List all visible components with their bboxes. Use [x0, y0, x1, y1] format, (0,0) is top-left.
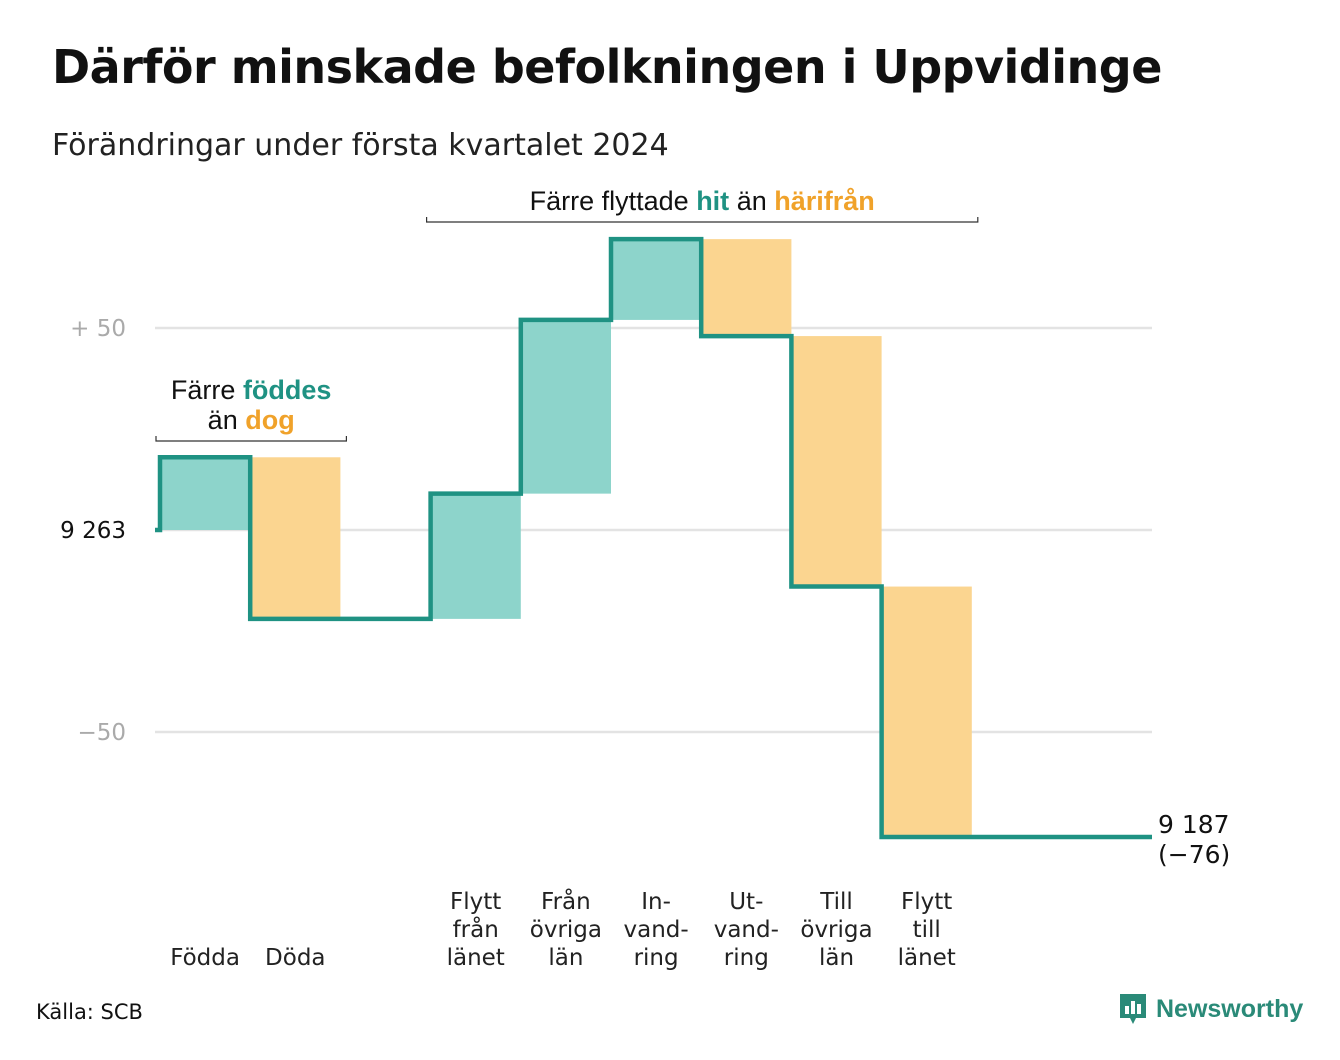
line-layer: [155, 236, 1152, 840]
y-tick-layer: + 50 9 263 −50: [60, 316, 126, 746]
bars-layer: [160, 239, 972, 838]
x-category-label: länet: [447, 945, 505, 971]
annotation-segment: härifrån: [774, 186, 875, 216]
annotation-text: Färre föddes: [171, 375, 332, 405]
x-label-layer: Födda DödaFlyttfrånlänetFrånövrigalänIn-v…: [170, 887, 956, 971]
annotation-segment: än: [729, 186, 774, 216]
waterfall-bar: [791, 336, 882, 587]
x-category-label: Flytt: [450, 889, 501, 915]
chart-title: Därför minskade befolkningen i Uppviding…: [52, 40, 1162, 94]
annotation-text: än dog: [208, 405, 295, 435]
annotation-bracket: [155, 436, 347, 442]
x-category-label: Till: [819, 889, 853, 915]
chart-subtitle: Förändringar under första kvartalet 2024: [52, 128, 669, 163]
annotation-bracket: [426, 217, 979, 223]
annotation-segment: än: [208, 405, 246, 435]
x-category-label: länet: [898, 945, 956, 971]
annotation-segment: hit: [696, 186, 729, 216]
x-category-label: Flytt: [901, 889, 952, 915]
waterfall-bar: [160, 457, 251, 530]
source-note: Källa: SCB: [36, 1000, 143, 1024]
x-category-label: från: [453, 915, 499, 943]
waterfall-bar: [250, 457, 341, 619]
x-category-label: övriga: [800, 917, 872, 943]
x-category-label: län: [819, 945, 854, 971]
end-value-label: (−76): [1158, 840, 1230, 869]
x-category-label: till: [913, 917, 941, 943]
annotation-text: Färre flyttade hit än härifrån: [530, 186, 875, 216]
x-category-label: övriga: [530, 917, 602, 943]
cumulative-step-line: [155, 236, 1152, 840]
y-tick-label: 9 263: [60, 518, 126, 544]
x-category-label: ring: [634, 945, 679, 971]
end-value-label: 9 187: [1158, 810, 1230, 839]
y-tick-label: −50: [77, 720, 126, 746]
waterfall-bar: [611, 239, 702, 320]
annotation-segment: dog: [245, 405, 294, 435]
brand-logo: Newsworthy: [1118, 992, 1303, 1026]
x-category-label: Födda: [170, 945, 240, 971]
brand-name: Newsworthy: [1156, 994, 1304, 1023]
waterfall-bar: [430, 493, 521, 619]
x-category-label: vand-: [714, 917, 779, 943]
x-category-label: Från: [541, 887, 591, 915]
end-label-layer: 9 187(−76): [1158, 810, 1230, 869]
x-category-label: län: [548, 945, 583, 971]
y-tick-label: + 50: [70, 316, 126, 342]
newsworthy-logo-icon: [1120, 994, 1146, 1024]
x-category-label: Ut-: [729, 889, 763, 915]
annotation-segment: Färre: [171, 375, 243, 405]
waterfall-bar: [520, 319, 611, 494]
x-category-label: In-: [641, 889, 671, 915]
annotation-segment: Färre flyttade: [530, 186, 697, 216]
x-category-label: Döda: [265, 945, 325, 971]
waterfall-bar: [701, 239, 792, 337]
waterfall-bar: [881, 586, 972, 838]
x-category-label: vand-: [624, 917, 689, 943]
x-category-label: ring: [724, 945, 769, 971]
annotation-segment: föddes: [243, 375, 332, 405]
